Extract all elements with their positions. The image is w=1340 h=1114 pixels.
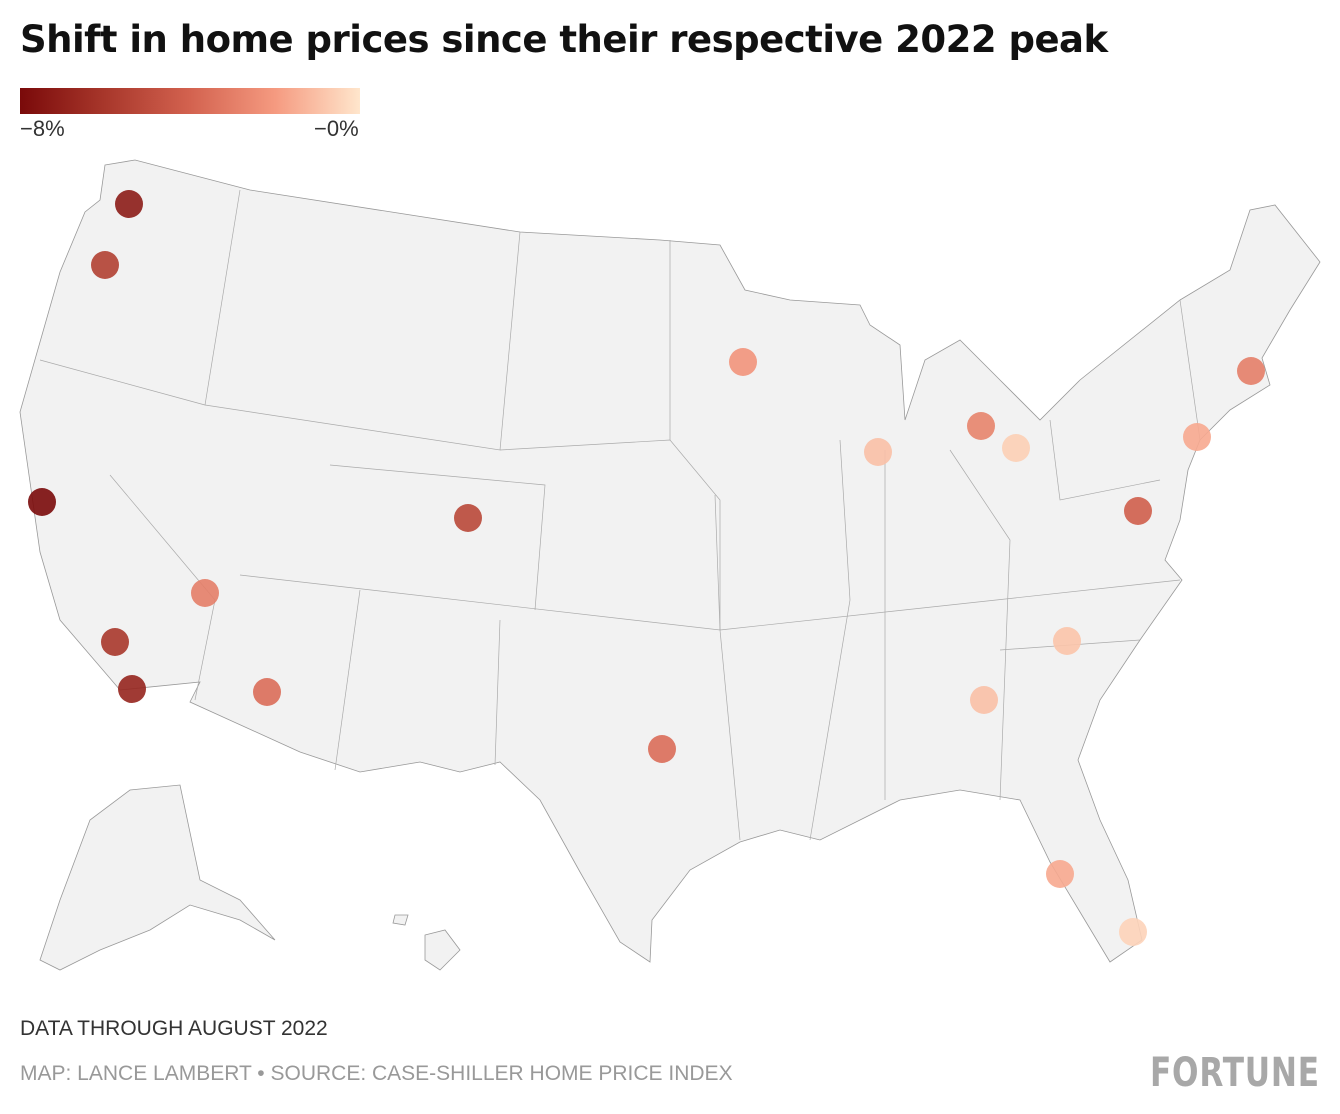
fortune-logo: FORTUNE: [1150, 1050, 1320, 1096]
metro-point: [115, 190, 143, 218]
page-title: Shift in home prices since their respect…: [20, 18, 1108, 61]
metro-point: [101, 628, 129, 656]
color-legend-bar: [20, 88, 360, 114]
metro-point: [1237, 357, 1265, 385]
metro-point: [1124, 497, 1152, 525]
metro-point: [967, 412, 995, 440]
metro-point: [1183, 423, 1211, 451]
metro-point: [1046, 860, 1074, 888]
hawaii-island: [392, 914, 409, 926]
metro-point: [729, 348, 757, 376]
legend-min-label: −8%: [20, 116, 65, 141]
metro-point: [191, 579, 219, 607]
source-credit: MAP: LANCE LAMBERT • SOURCE: CASE-SHILLE…: [20, 1062, 733, 1085]
metro-point: [864, 438, 892, 466]
metro-point: [118, 675, 146, 703]
data-note: DATA THROUGH AUGUST 2022: [20, 1017, 328, 1040]
metro-point: [1119, 918, 1147, 946]
metro-point: [454, 504, 482, 532]
us-map: [19, 159, 1321, 971]
hawaii-island: [424, 929, 461, 971]
metro-point: [970, 686, 998, 714]
legend-max-label: −0%: [314, 116, 359, 141]
alaska-outline: [39, 784, 276, 971]
state-borders: [39, 189, 1201, 841]
metro-point: [253, 678, 281, 706]
metro-point: [1053, 627, 1081, 655]
metro-point: [1002, 434, 1030, 462]
metro-point: [648, 735, 676, 763]
metro-point: [28, 488, 56, 516]
metro-point: [91, 251, 119, 279]
lower-48-outline: [19, 159, 1321, 963]
